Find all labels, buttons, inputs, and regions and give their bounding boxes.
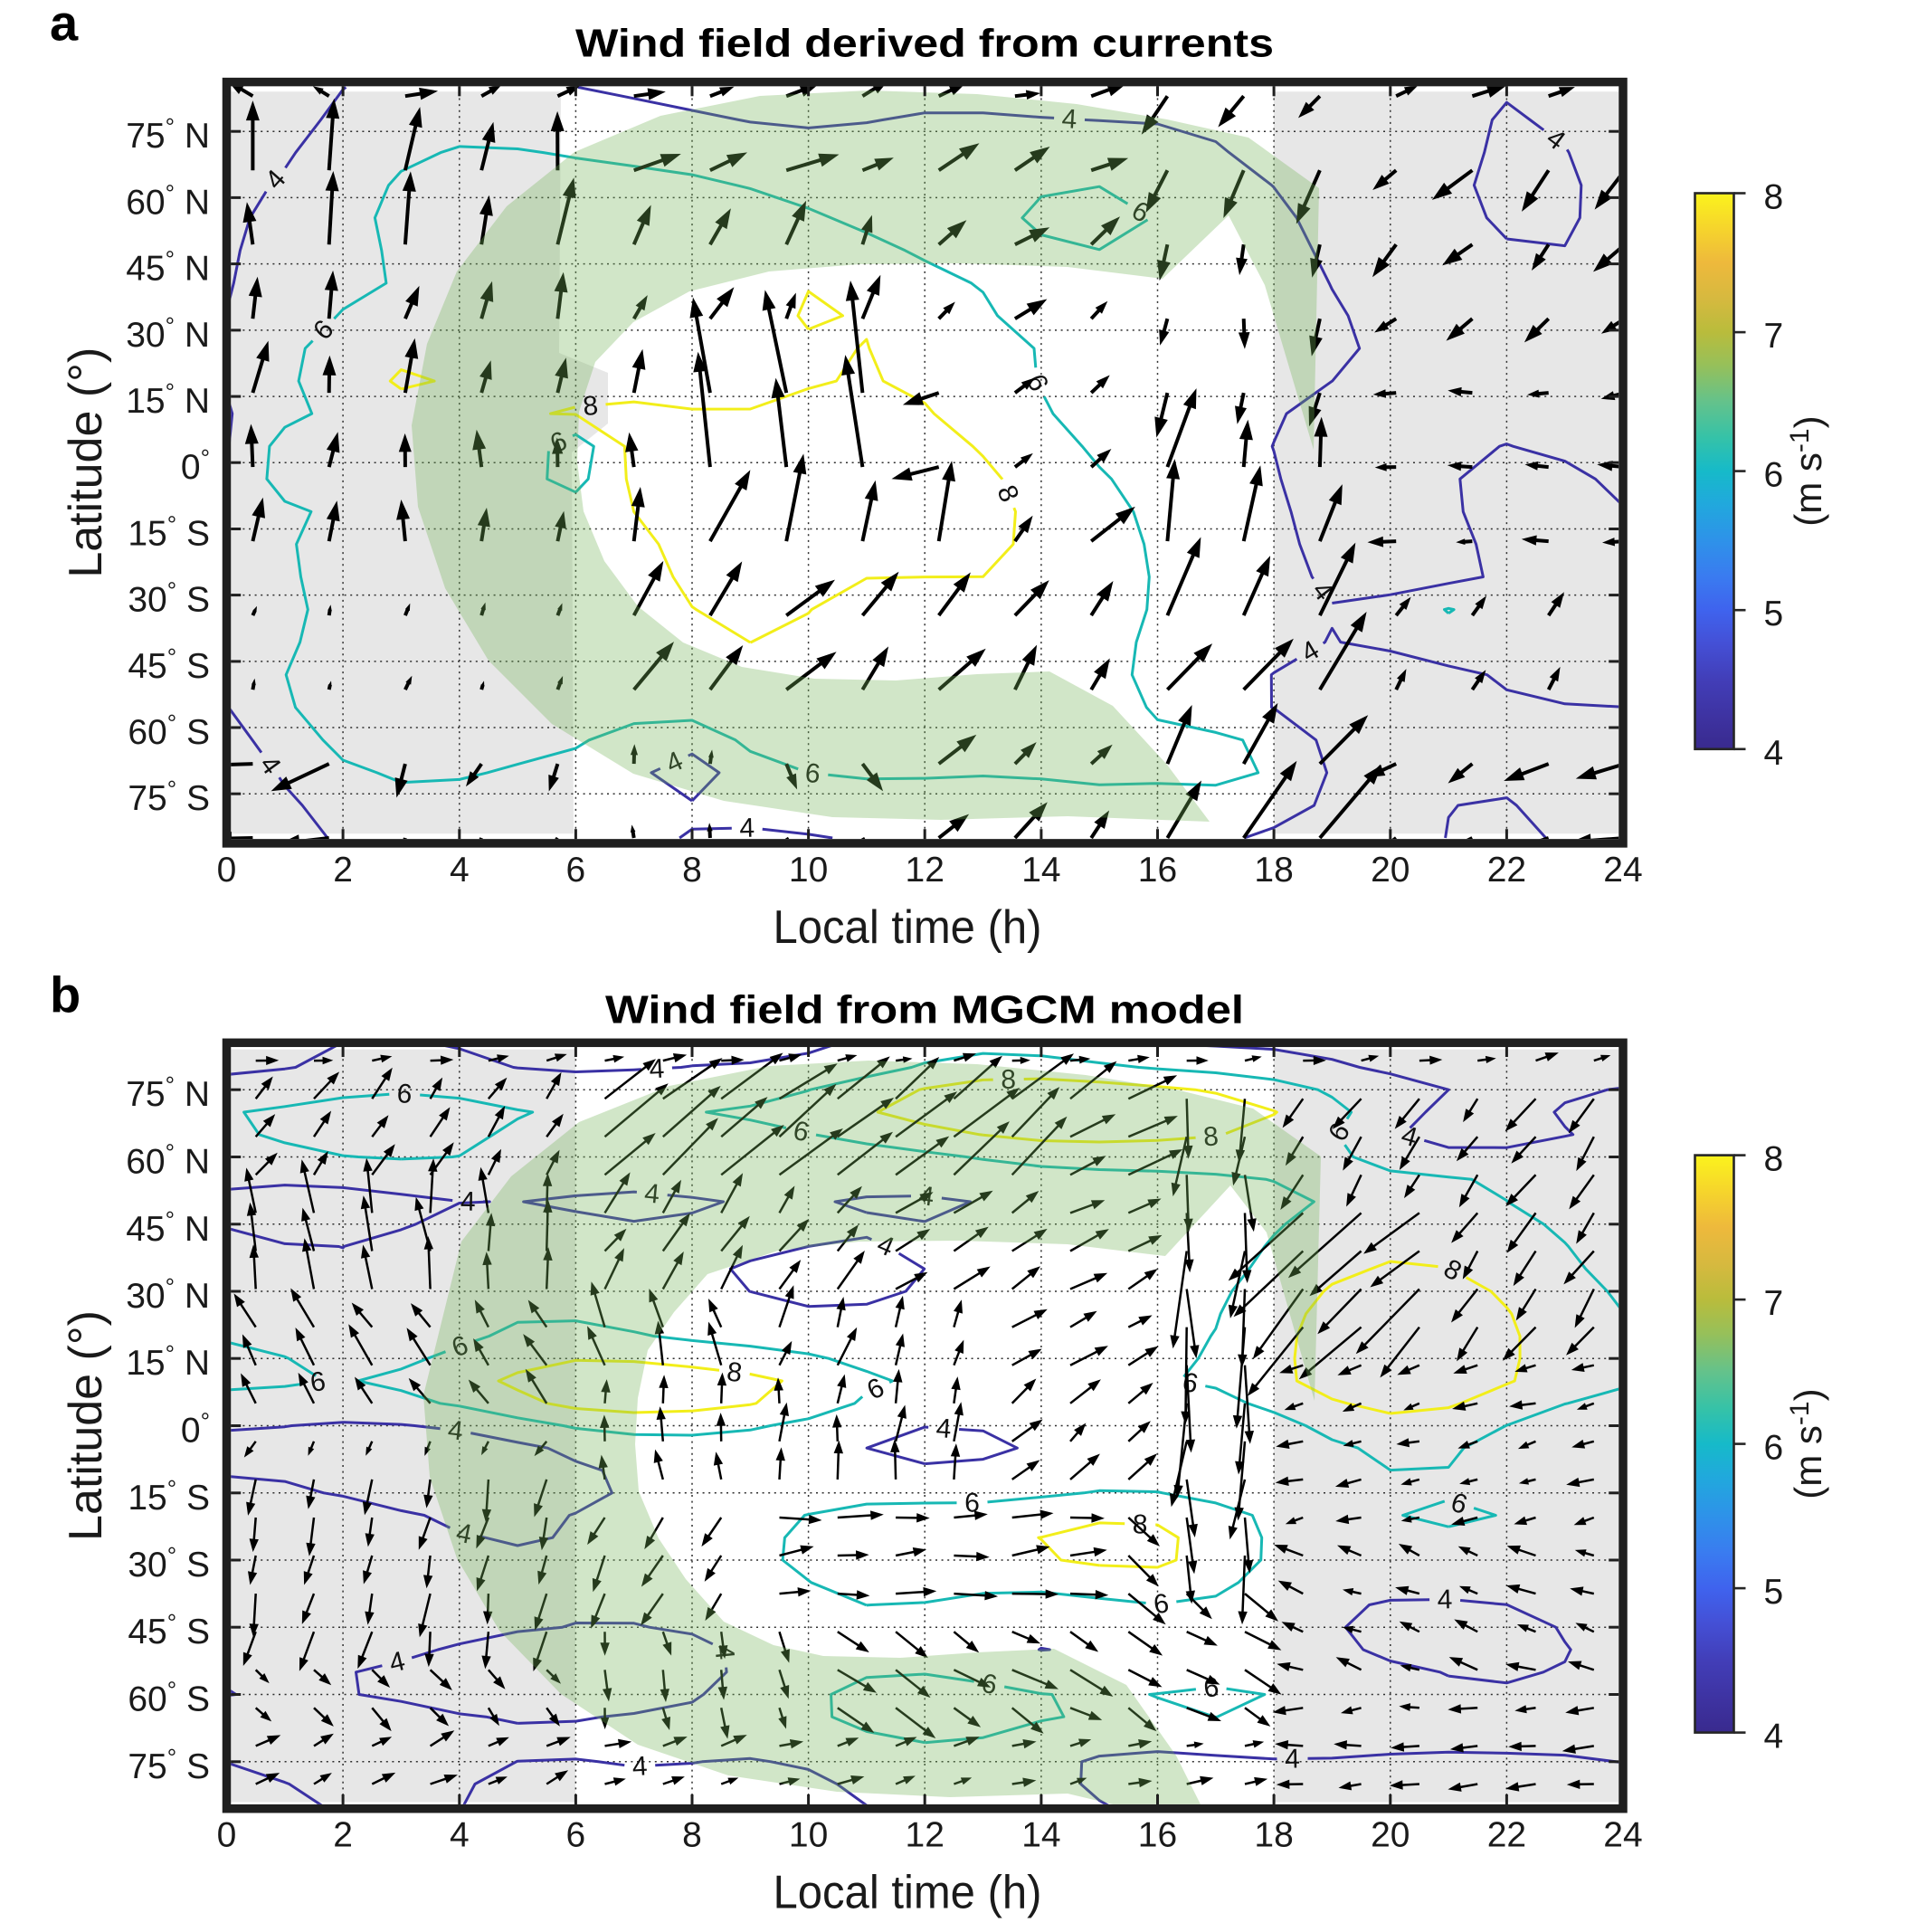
svg-text:5: 5 (1764, 595, 1784, 633)
svg-text:8: 8 (682, 851, 702, 890)
svg-text:Wind field from MGCM model: Wind field from MGCM model (605, 987, 1244, 1032)
svg-text:20: 20 (1371, 851, 1410, 890)
svg-text:8: 8 (1764, 178, 1784, 217)
svg-text:5: 5 (1764, 1573, 1784, 1612)
svg-text:6: 6 (566, 851, 586, 890)
svg-text:18: 18 (1254, 851, 1293, 890)
svg-text:14: 14 (1021, 1816, 1060, 1855)
svg-text:b: b (50, 966, 81, 1023)
svg-text:Latitude (°): Latitude (°) (60, 347, 112, 578)
svg-text:0: 0 (217, 851, 237, 890)
svg-text:6: 6 (1764, 1429, 1784, 1468)
svg-text:12: 12 (906, 851, 945, 890)
svg-text:6: 6 (1764, 456, 1784, 495)
svg-text:4: 4 (450, 851, 470, 890)
svg-text:4: 4 (1437, 1585, 1452, 1614)
svg-text:4: 4 (739, 814, 755, 843)
svg-text:8: 8 (682, 1816, 702, 1855)
svg-text:a: a (50, 0, 79, 52)
svg-text:4: 4 (1764, 1718, 1784, 1756)
svg-text:4: 4 (649, 1053, 665, 1084)
svg-text:22: 22 (1487, 1816, 1526, 1855)
svg-text:6: 6 (395, 1079, 413, 1109)
svg-text:16: 16 (1138, 1816, 1177, 1855)
svg-text:24: 24 (1603, 1816, 1642, 1855)
svg-text:24: 24 (1603, 851, 1642, 890)
svg-text:4: 4 (631, 1751, 649, 1782)
svg-text:10: 10 (789, 1816, 828, 1855)
svg-text:22: 22 (1487, 851, 1526, 890)
svg-text:7: 7 (1764, 317, 1784, 356)
svg-text:2: 2 (333, 851, 353, 890)
svg-text:8: 8 (1132, 1509, 1148, 1540)
svg-text:20: 20 (1371, 1816, 1410, 1855)
svg-text:6: 6 (566, 1816, 586, 1855)
svg-text:Latitude (°): Latitude (°) (60, 1310, 112, 1541)
svg-text:12: 12 (906, 1816, 945, 1855)
svg-text:10: 10 (789, 851, 828, 890)
svg-text:Local time (h): Local time (h) (774, 1867, 1042, 1919)
svg-text:2: 2 (333, 1816, 353, 1855)
svg-text:8: 8 (1764, 1140, 1784, 1179)
svg-text:18: 18 (1254, 1816, 1293, 1855)
svg-text:Local time (h): Local time (h) (774, 901, 1042, 954)
svg-text:0: 0 (217, 1816, 237, 1855)
svg-text:4: 4 (935, 1413, 953, 1444)
svg-text:4: 4 (450, 1816, 470, 1855)
svg-text:4: 4 (460, 1186, 476, 1216)
svg-text:16: 16 (1138, 851, 1177, 890)
svg-text:7: 7 (1764, 1284, 1784, 1323)
svg-text:Wind field derived from curren: Wind field derived from currents (575, 22, 1274, 66)
svg-text:4: 4 (1764, 734, 1784, 773)
svg-text:14: 14 (1021, 851, 1060, 890)
